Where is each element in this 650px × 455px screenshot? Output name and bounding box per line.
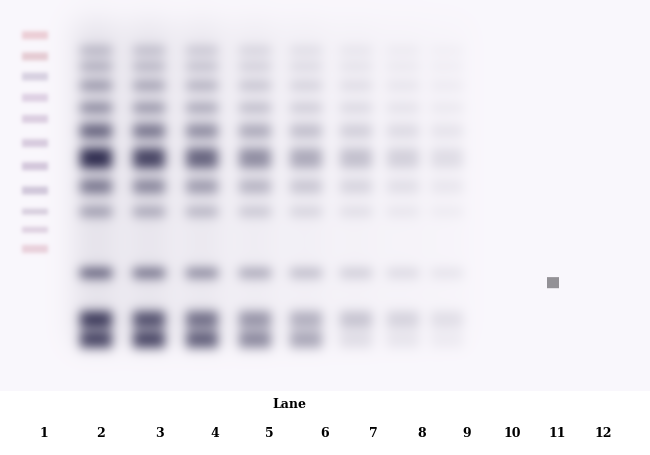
Text: 8: 8: [417, 426, 426, 439]
Text: 11: 11: [549, 426, 566, 439]
Text: 2: 2: [96, 426, 105, 439]
Text: 5: 5: [265, 426, 274, 439]
Text: 4: 4: [210, 426, 219, 439]
Text: 12: 12: [595, 426, 612, 439]
Text: 10: 10: [504, 426, 521, 439]
Text: 7: 7: [369, 426, 378, 439]
Text: 9: 9: [462, 426, 471, 439]
Text: 6: 6: [320, 426, 330, 439]
Text: 3: 3: [155, 426, 164, 439]
Text: 1: 1: [40, 426, 49, 439]
Text: Lane: Lane: [272, 398, 306, 410]
